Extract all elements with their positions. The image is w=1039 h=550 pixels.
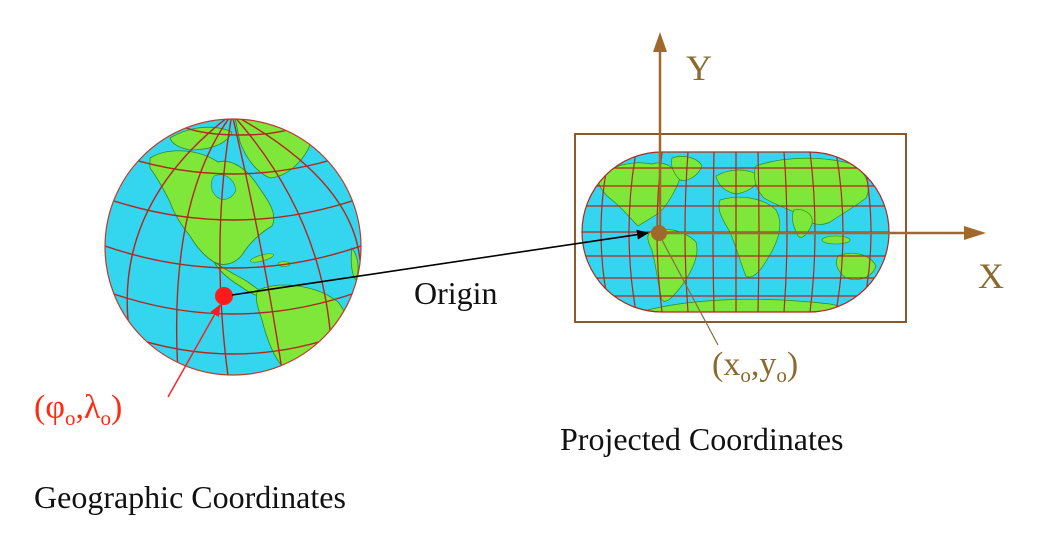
geographic-origin-point [215,287,233,305]
map-land-europe [715,169,761,195]
origin-label: Origin [414,275,498,311]
y-axis-arrowhead [653,32,667,52]
globe-land-north-america [149,150,275,265]
map-land-africa [718,196,780,278]
x-axis-arrowhead [964,226,986,240]
globe-land-africa-edge [350,246,359,281]
globe-hudson-bay [210,174,237,200]
origin-connector-arrow [231,229,649,296]
x-axis-label: X [978,256,1004,296]
globe-graticule [105,119,361,375]
projected-axes [653,32,986,240]
map-land-indonesia [821,235,851,245]
geographic-point-label: (φo,λo) [34,389,122,430]
projected-point-label: (xo,yo) [712,346,798,387]
projected-origin-point [651,225,667,241]
globe-land-arctic-islands [169,126,233,151]
geographic-coordinates-title: Geographic Coordinates [34,479,346,515]
y-axis-label: Y [686,48,712,88]
globe [104,118,362,376]
globe-outline [104,118,362,376]
geographic-pointer-arrow [167,304,221,398]
projected-pointer-line [661,239,719,346]
map-land-india [792,209,813,238]
projected-map-frame [574,133,907,323]
projected-coordinates-title: Projected Coordinates [560,421,843,457]
